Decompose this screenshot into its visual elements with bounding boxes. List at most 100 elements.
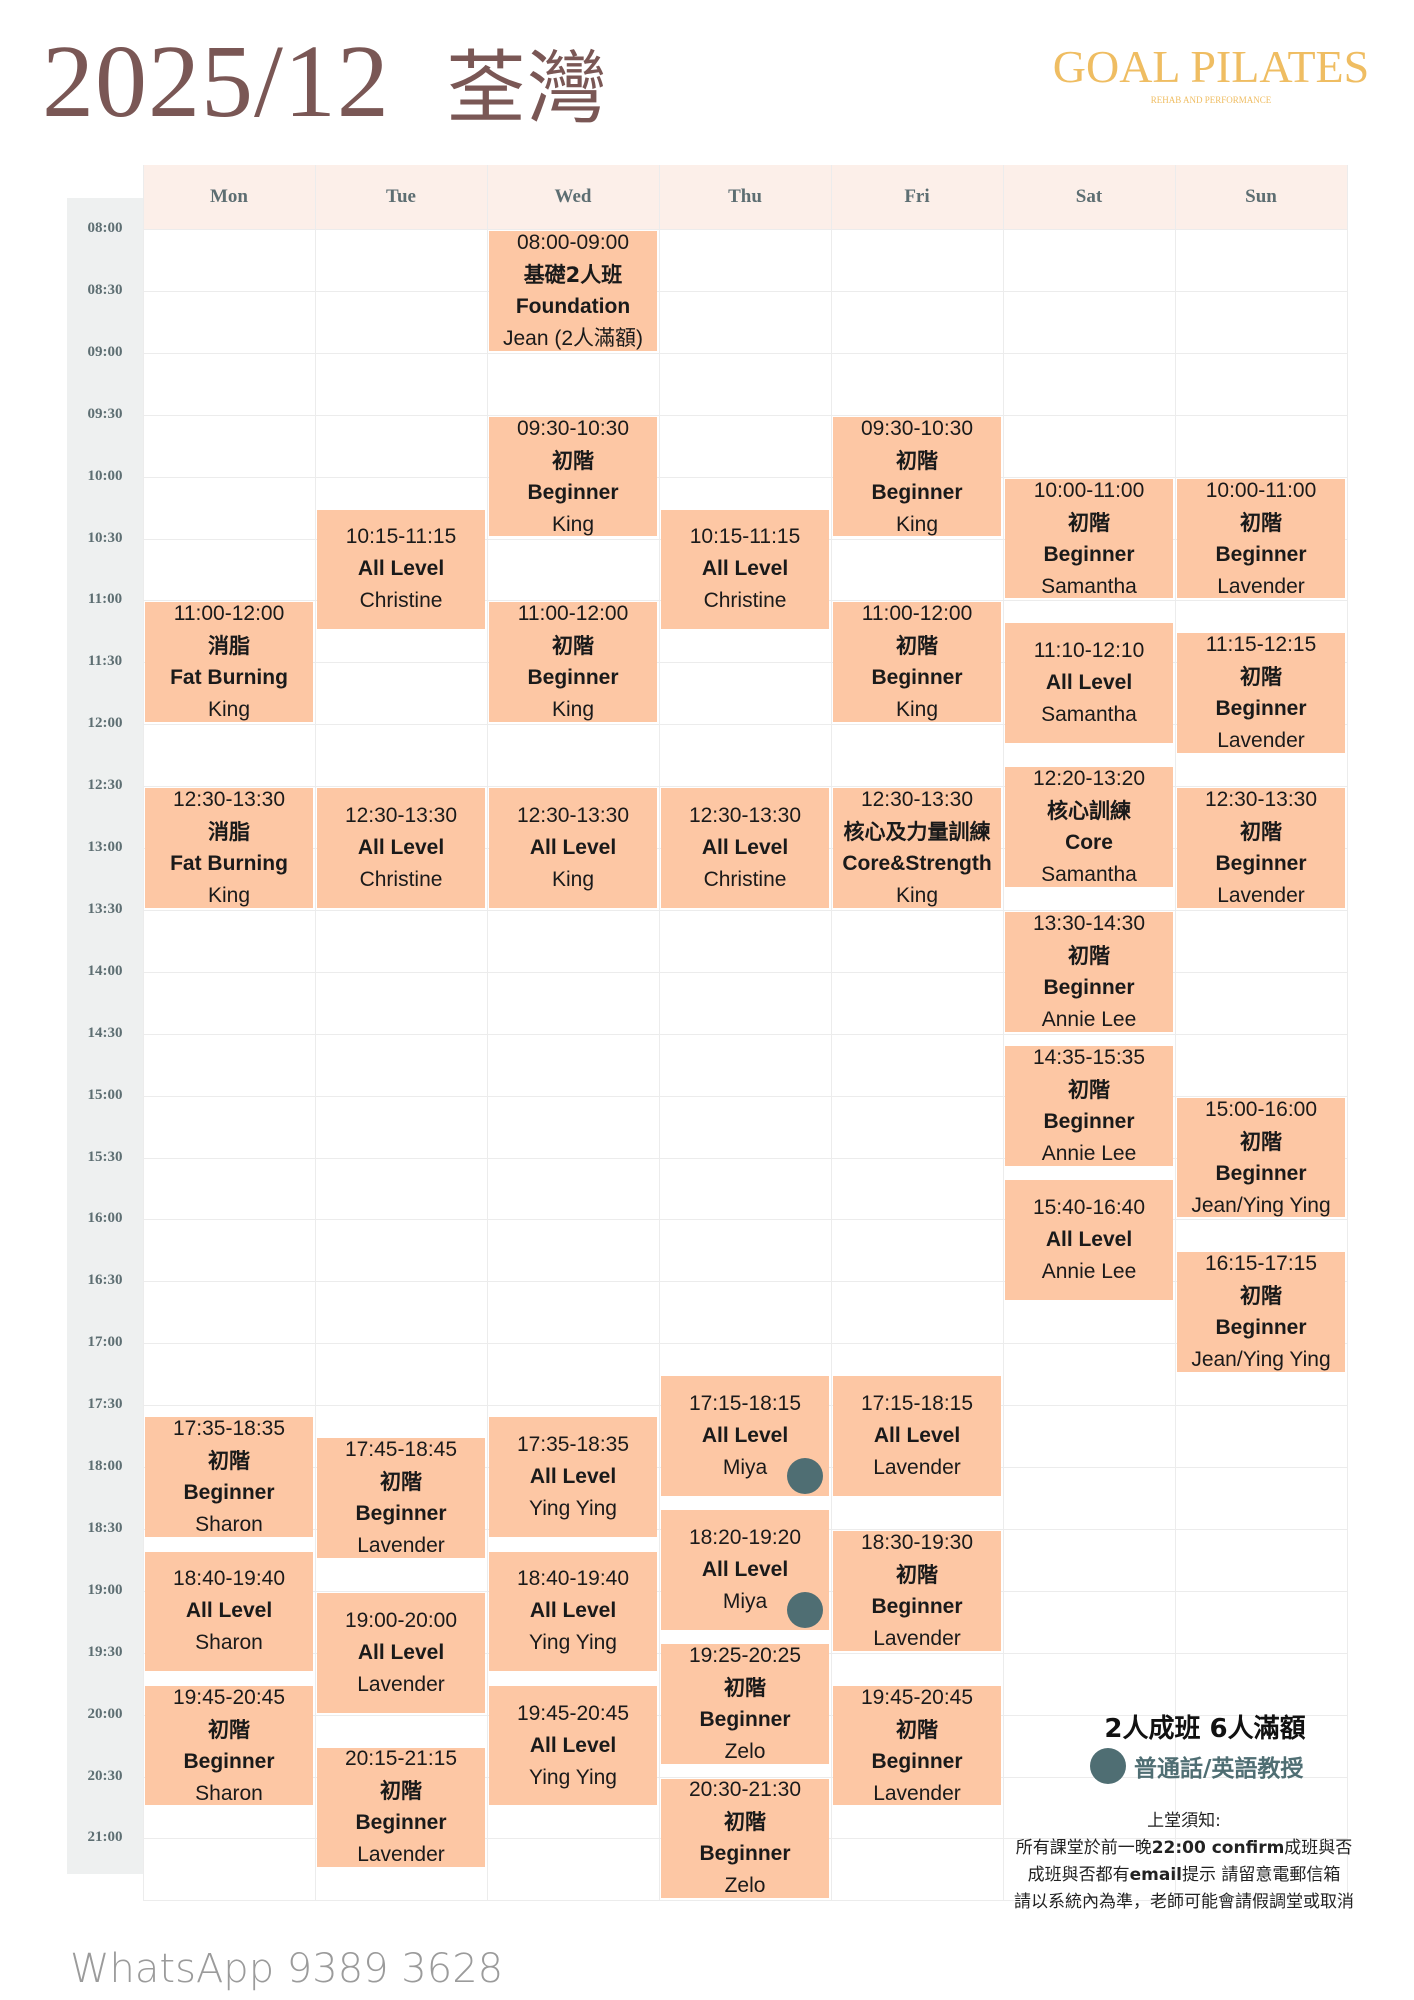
class-block[interactable]: 12:20-13:20 核心訓練 Core Samantha [1005, 767, 1173, 888]
class-block[interactable]: 12:30-13:30 All Level Christine [317, 788, 485, 908]
class-block[interactable]: 11:00-12:00 消脂 Fat Burning King [145, 602, 313, 723]
notice-text: 成班與否都有 [1027, 1865, 1130, 1885]
time-label: 09:00 [87, 343, 123, 360]
class-block[interactable]: 11:00-12:00 初階 Beginner King [489, 602, 657, 723]
class-teacher: Jean/Ying Ying [1191, 1348, 1331, 1372]
class-block[interactable]: 10:15-11:15 All Level Christine [661, 509, 829, 630]
class-name-zh: 核心及力量訓練 [843, 820, 991, 844]
class-level: Beginner [1215, 1161, 1307, 1185]
class-block[interactable]: 17:15-18:15 All Level Miya [661, 1376, 829, 1496]
class-name-zh: 初階 [896, 634, 938, 659]
class-time: 12:20-13:20 [1032, 767, 1146, 791]
whatsapp-contact[interactable]: WhatsApp 9389 3628 [70, 1946, 504, 1992]
class-teacher: King [551, 867, 595, 891]
class-block[interactable]: 13:30-14:30 初階 Beginner Annie Lee [1005, 911, 1173, 1032]
class-name-zh: 初階 [896, 448, 938, 473]
class-level: All Level [529, 835, 617, 859]
class-teacher: Samantha [1041, 863, 1137, 887]
class-level: Beginner [183, 1749, 275, 1773]
time-label: 14:00 [87, 962, 123, 979]
class-teacher: King [895, 512, 939, 536]
class-teacher: Samantha [1041, 702, 1137, 726]
class-name-zh: 初階 [896, 1717, 938, 1742]
class-block[interactable]: 17:15-18:15 All Level Lavender [833, 1376, 1001, 1496]
time-label: 10:00 [87, 467, 123, 484]
class-block[interactable]: 18:30-19:30 初階 Beginner Lavender [833, 1530, 1001, 1651]
class-block[interactable]: 11:15-12:15 初階 Beginner Lavender [1177, 633, 1345, 754]
class-teacher: Zelo [724, 1740, 766, 1764]
class-teacher: Sharon [195, 1513, 263, 1537]
class-block[interactable]: 18:40-19:40 All Level Ying Ying [489, 1551, 657, 1672]
class-teacher: Jean (2人滿額) [502, 326, 644, 350]
class-level: Beginner [871, 1594, 963, 1618]
class-block[interactable]: 19:45-20:45 初階 Beginner Sharon [145, 1685, 313, 1806]
grid-line [143, 1219, 1347, 1221]
class-teacher: Lavender [1217, 574, 1305, 598]
grid-line [143, 1281, 1347, 1283]
class-level: All Level [357, 1640, 445, 1664]
grid-line [143, 1095, 1347, 1097]
class-block[interactable]: 19:45-20:45 All Level Ying Ying [489, 1685, 657, 1806]
notice-text: 成班與否 [1284, 1838, 1353, 1858]
class-block[interactable]: 12:30-13:30 初階 Beginner Lavender [1177, 788, 1345, 908]
class-block[interactable]: 15:00-16:00 初階 Beginner Jean/Ying Ying [1177, 1097, 1345, 1218]
class-block[interactable]: 17:35-18:35 All Level Ying Ying [489, 1417, 657, 1538]
class-block[interactable]: 15:40-16:40 All Level Annie Lee [1005, 1180, 1173, 1300]
class-teacher: Lavender [873, 1626, 961, 1650]
class-block[interactable]: 08:00-09:00 基礎2人班 Foundation Jean (2人滿額) [489, 231, 657, 351]
class-block[interactable]: 17:35-18:35 初階 Beginner Sharon [145, 1417, 313, 1538]
class-block[interactable]: 12:30-13:30 核心及力量訓練 Core&Strength King [833, 788, 1001, 908]
class-time: 09:30-10:30 [860, 416, 974, 440]
class-level: Beginner [1043, 1109, 1135, 1133]
class-teacher: Jean/Ying Ying [1191, 1193, 1331, 1217]
class-teacher: Annie Lee [1041, 1260, 1137, 1284]
capacity-note: 2人成班 6人滿額 [1104, 1714, 1306, 1744]
class-time: 12:30-13:30 [516, 803, 630, 827]
class-name-zh: 初階 [552, 634, 594, 659]
class-block[interactable]: 10:00-11:00 初階 Beginner Samantha [1005, 478, 1173, 599]
class-block[interactable]: 09:30-10:30 初階 Beginner King [489, 416, 657, 537]
class-block[interactable]: 09:30-10:30 初階 Beginner King [833, 416, 1001, 537]
class-block[interactable]: 16:15-17:15 初階 Beginner Jean/Ying Ying [1177, 1252, 1345, 1373]
class-block[interactable]: 10:15-11:15 All Level Christine [317, 509, 485, 630]
class-block[interactable]: 20:15-21:15 初階 Beginner Lavender [317, 1747, 485, 1868]
class-block[interactable]: 19:45-20:45 初階 Beginner Lavender [833, 1685, 1001, 1806]
class-block[interactable]: 12:30-13:30 消脂 Fat Burning King [145, 788, 313, 908]
class-block[interactable]: 20:30-21:30 初階 Beginner Zelo [661, 1778, 829, 1899]
class-time: 11:15-12:15 [1205, 633, 1317, 657]
class-level: Fat Burning [170, 666, 288, 690]
class-block[interactable]: 11:10-12:10 All Level Samantha [1005, 623, 1173, 743]
class-teacher: Lavender [357, 1672, 445, 1696]
class-time: 13:30-14:30 [1032, 911, 1146, 935]
class-time: 17:35-18:35 [516, 1433, 630, 1457]
class-time: 19:45-20:45 [516, 1701, 630, 1725]
class-block[interactable]: 10:00-11:00 初階 Beginner Lavender [1177, 478, 1345, 599]
class-name-zh: 初階 [724, 1810, 766, 1835]
class-level: All Level [701, 1558, 789, 1582]
class-teacher: Miya [722, 1590, 768, 1614]
class-level: Fat Burning [170, 852, 288, 875]
class-teacher: Annie Lee [1041, 1141, 1137, 1165]
notice-title: 上堂須知: [1147, 1811, 1221, 1831]
class-name-zh: 初階 [208, 1449, 250, 1474]
class-block[interactable]: 12:30-13:30 All Level Christine [661, 788, 829, 908]
class-block[interactable]: 14:35-15:35 初階 Beginner Annie Lee [1005, 1046, 1173, 1166]
class-teacher: Lavender [357, 1533, 445, 1557]
grid-line [1347, 165, 1348, 1900]
class-block[interactable]: 19:25-20:25 初階 Beginner Zelo [661, 1644, 829, 1765]
day-header-tue: Tue [386, 186, 416, 207]
day-header-thu: Thu [728, 186, 762, 207]
class-block[interactable]: 19:00-20:00 All Level Lavender [317, 1592, 485, 1713]
class-block[interactable]: 17:45-18:45 初階 Beginner Lavender [317, 1438, 485, 1558]
grid-line [831, 165, 832, 1900]
class-time: 17:15-18:15 [860, 1392, 974, 1416]
page-title: 2025/12 荃灣 [42, 22, 608, 141]
class-teacher: Zelo [724, 1874, 766, 1898]
class-block[interactable]: 18:40-19:40 All Level Sharon [145, 1551, 313, 1672]
class-teacher: Christine [703, 589, 787, 613]
class-block[interactable]: 12:30-13:30 All Level King [489, 788, 657, 908]
day-header-sun: Sun [1245, 186, 1277, 207]
class-level: All Level [529, 1599, 617, 1623]
class-block[interactable]: 11:00-12:00 初階 Beginner King [833, 602, 1001, 723]
grid-line [143, 476, 1347, 478]
